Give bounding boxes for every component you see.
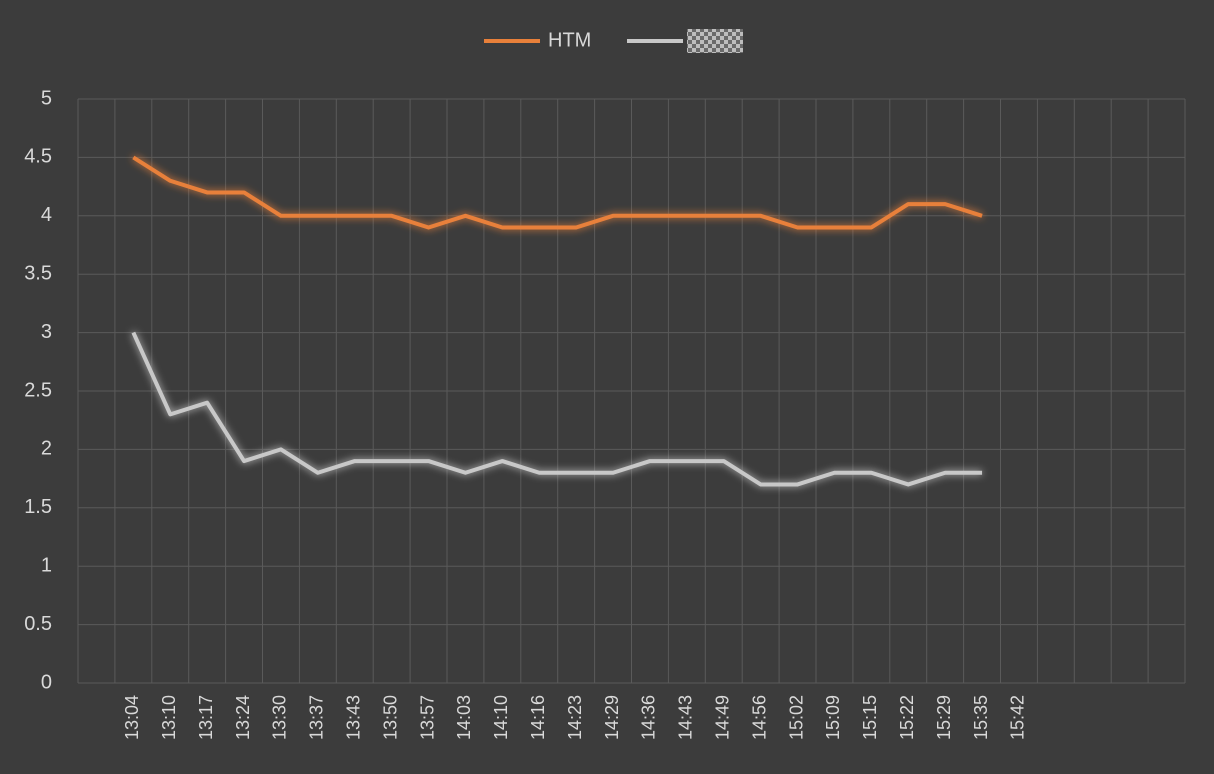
x-tick-label: 13:30 [270,695,290,740]
y-tick-label: 1 [41,554,52,576]
x-tick-label: 15:29 [934,695,954,740]
y-tick-label: 5 [41,87,52,109]
x-tick-label: 14:56 [749,695,769,740]
x-tick-label: 15:42 [1008,695,1028,740]
x-tick-label: 14:03 [454,695,474,740]
y-tick-label: 4 [41,204,52,226]
series-line [132,155,983,230]
y-tick-label: 2 [41,438,52,460]
y-tick-label: 1.5 [24,496,52,518]
x-tick-label: 13:57 [417,695,437,740]
y-tick-label: 3 [41,321,52,343]
legend: HTM [484,29,743,53]
x-tick-label: 13:10 [159,695,179,740]
x-tick-label: 15:09 [823,695,843,740]
x-tick-label: 14:36 [639,695,659,740]
y-tick-label: 2.5 [24,379,52,401]
x-tick-label: 13:24 [233,695,253,740]
x-tick-label: 13:37 [307,695,327,740]
x-tick-label: 15:35 [971,695,991,740]
x-tick-label: 14:10 [491,695,511,740]
x-tick-label: 14:43 [676,695,696,740]
x-tick-label: 14:23 [565,695,585,740]
y-tick-label: 0 [41,671,52,693]
redacted-label [687,29,743,53]
x-tick-label: 14:16 [528,695,548,740]
x-tick-label: 14:29 [602,695,622,740]
x-tick-label: 13:17 [196,695,216,740]
x-tick-label: 13:50 [380,695,400,740]
x-tick-label: 15:02 [786,695,806,740]
x-tick-label: 15:15 [860,695,880,740]
x-tick-label: 13:04 [122,695,142,740]
x-tick-label: 13:43 [344,695,364,740]
y-tick-label: 4.5 [24,146,52,168]
series-line [131,331,983,487]
x-tick-label: 15:22 [897,695,917,740]
y-tick-label: 3.5 [24,262,52,284]
x-tick-label: 14:49 [713,695,733,740]
y-tick-label: 0.5 [24,613,52,635]
legend-label: HTM [548,29,591,51]
